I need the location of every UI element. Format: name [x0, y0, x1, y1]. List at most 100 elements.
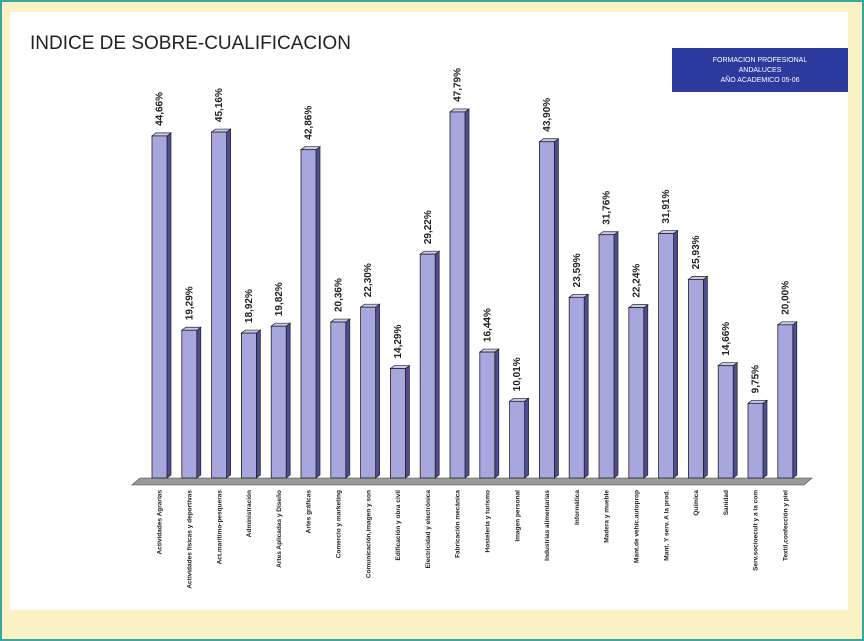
x-tick-label: Edificación y obra civil: [395, 490, 402, 561]
x-tick-label: Administración: [246, 490, 253, 537]
bar-side: [762, 399, 768, 479]
value-label: 31,76%: [602, 191, 613, 225]
x-tick-label: Química: [693, 490, 700, 516]
bar-top: [419, 250, 441, 255]
bar-side: [524, 397, 529, 479]
bar-top: [657, 230, 679, 234]
bar-top: [329, 318, 351, 323]
legend-box: [672, 48, 848, 92]
bar: [181, 329, 198, 479]
x-tick-label: Informática: [574, 490, 581, 525]
bar-side: [166, 132, 172, 479]
bar-top: [776, 321, 798, 326]
bar-side: [494, 348, 500, 479]
value-label: 47,79%: [453, 68, 464, 102]
bar: [419, 253, 436, 479]
bar-top: [299, 146, 322, 151]
value-label: 45,16%: [214, 88, 225, 122]
value-label: 18,92%: [244, 289, 255, 323]
legend-text: ANDALUCES: [739, 67, 782, 74]
x-tick-label: Textil,confección y piel: [783, 490, 790, 561]
value-label: 14,66%: [721, 322, 732, 356]
value-label: 19,82%: [274, 282, 285, 316]
x-tick-label: Imagen personal: [514, 490, 521, 542]
value-label: 22,24%: [631, 264, 642, 298]
bar-side: [792, 321, 798, 479]
bar-top: [538, 138, 560, 143]
bar: [300, 149, 317, 479]
chart-title: INDICE DE SOBRE-CUALIFICACION: [30, 33, 351, 54]
bar-side: [613, 231, 619, 479]
bar-side: [732, 362, 738, 479]
bar: [688, 278, 704, 479]
x-tick-label: Comunicación,imagen y son: [365, 490, 372, 578]
x-tick-label: Mant.de vehíc.autoprop: [634, 490, 641, 563]
value-label: 42,86%: [304, 106, 315, 140]
bar-side: [256, 329, 261, 479]
x-tick-label: Artes gráficas: [306, 490, 313, 534]
floor: [131, 477, 813, 486]
bar-top: [150, 132, 173, 137]
value-label: 23,59%: [572, 253, 583, 287]
bar-top: [359, 303, 381, 308]
bar-top: [717, 362, 739, 367]
bar: [479, 351, 496, 479]
bar-side: [583, 293, 589, 479]
bar: [598, 234, 615, 479]
bar-side: [315, 145, 321, 479]
x-tick-label: Electricidad y electrónica: [425, 490, 432, 569]
bar-top: [210, 128, 232, 133]
bar-top: [746, 399, 769, 404]
bar-top: [568, 293, 590, 298]
bar-side: [643, 303, 649, 479]
value-label: 9,75%: [751, 365, 762, 393]
bar: [568, 296, 585, 479]
x-tick-label: Fabricación mecánica: [455, 490, 462, 558]
bar: [151, 135, 168, 479]
bar: [211, 131, 228, 479]
value-label: 10,01%: [512, 357, 523, 391]
bar-top: [180, 326, 202, 331]
bar-top: [389, 365, 411, 369]
x-tick-label: Industrias alimentarias: [544, 490, 551, 561]
legend-text: FORMACION PROFESIONAL: [713, 57, 808, 64]
bar: [628, 307, 645, 479]
bar-side: [464, 108, 470, 479]
bar: [539, 141, 555, 479]
bar-top: [508, 397, 530, 402]
bar-top: [270, 322, 292, 327]
x-tick-label: Madera y mueble: [604, 490, 611, 543]
value-label: 31,91%: [661, 190, 672, 224]
bar-top: [597, 231, 620, 236]
value-label: 16,44%: [482, 308, 493, 342]
bar: [658, 233, 674, 479]
bar-side: [285, 322, 291, 479]
bar-side: [375, 303, 380, 479]
bar-top: [448, 108, 471, 113]
bar-side: [434, 250, 440, 479]
legend-text: AÑO ACADEMICO 05-06: [721, 75, 800, 84]
x-tick-label: Actividades Agrarias: [157, 490, 164, 555]
bar: [270, 325, 287, 479]
x-tick-label: Serv.socioecult y a la com: [753, 490, 760, 571]
value-label: 20,00%: [780, 281, 791, 315]
x-tick-label: Actividades físicas y deportivas: [187, 490, 194, 589]
bar: [777, 324, 794, 479]
x-tick-label: Hostelería y turismo: [485, 490, 492, 553]
x-tick-label: Mant. Y serv. A la prod.: [663, 490, 670, 561]
bar: [389, 368, 406, 479]
bar-side: [226, 128, 231, 479]
value-label: 22,30%: [363, 263, 374, 297]
bar-side: [405, 364, 410, 479]
bar: [747, 402, 764, 479]
bar: [509, 400, 526, 479]
bar-top: [240, 329, 262, 334]
bar-side: [554, 138, 559, 479]
bar: [717, 365, 734, 479]
bar-side: [196, 326, 202, 479]
x-tick-label: Artes Aplicadas y Diseño: [276, 490, 283, 568]
value-label: 20,36%: [333, 278, 344, 312]
bar-side: [345, 318, 351, 479]
x-tick-label: Comercio y marketing: [336, 490, 343, 558]
